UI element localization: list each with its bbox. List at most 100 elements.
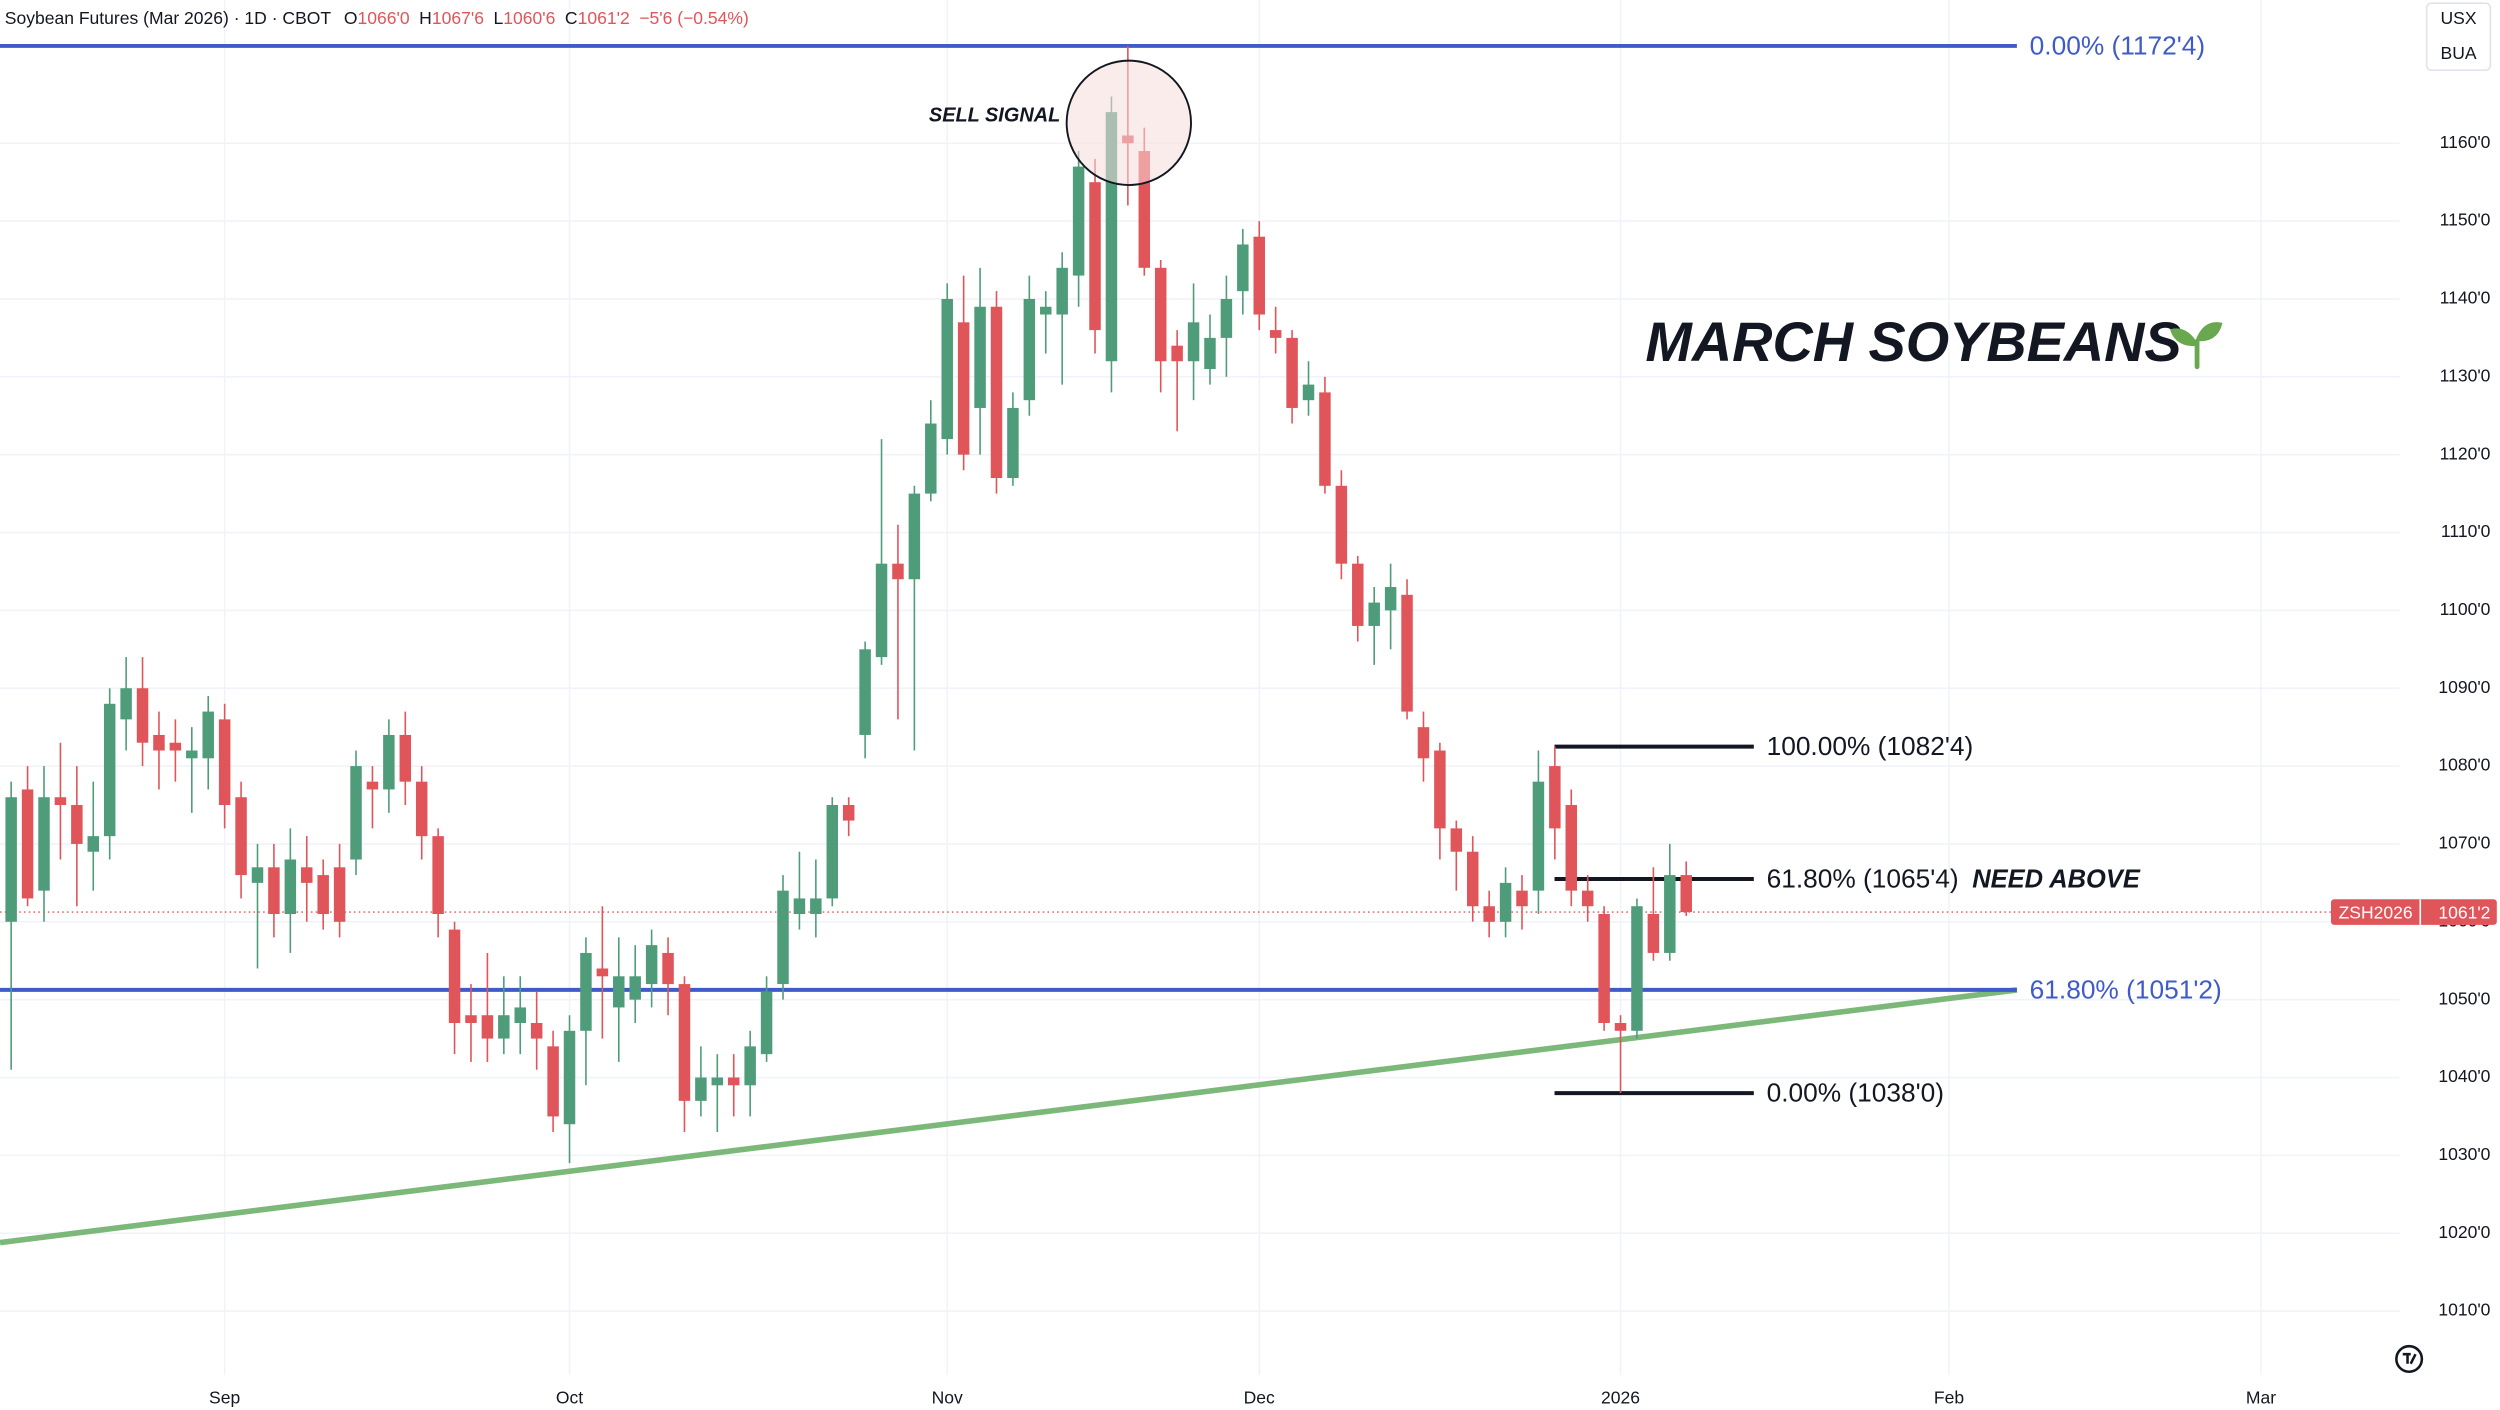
candle [415, 766, 428, 860]
unit-box[interactable] [2425, 2, 2492, 71]
candle-body [1466, 851, 1479, 907]
field-key: O [344, 8, 358, 28]
y-tick-label: 1020'0 [2438, 1222, 2490, 1242]
x-tick-label: Sep [209, 1387, 240, 1407]
y-tick-label: 1030'0 [2438, 1144, 2490, 1164]
candle [892, 524, 904, 720]
level-label: 0.00% (1172'4) [2030, 30, 2206, 60]
candle [1466, 836, 1479, 922]
candle-body [859, 649, 871, 735]
field-value: 1067'6 [432, 8, 484, 28]
candle-body [87, 836, 100, 852]
need-above: NEED ABOVE [1972, 865, 2141, 893]
price-tag-value: 1061'2 [2438, 902, 2490, 922]
candle-body [1680, 875, 1692, 913]
candle-body [1302, 384, 1315, 401]
candle [153, 711, 165, 790]
candle-body [678, 984, 691, 1101]
x-tick-label: Nov [932, 1387, 963, 1407]
candle-body [1417, 727, 1430, 759]
candle-body [169, 742, 182, 751]
candle-body [1368, 602, 1380, 626]
labels: 1010'01020'01030'01040'01050'01060'01070… [209, 30, 2497, 1407]
candle [317, 859, 329, 930]
candle-body [908, 493, 921, 580]
candle [990, 291, 1003, 494]
candle-body [218, 719, 231, 806]
field-key: C [565, 8, 578, 28]
candle-body [1154, 267, 1167, 362]
candle-body [366, 781, 379, 790]
candle-body [1319, 392, 1331, 486]
header-title: Soybean Futures (Mar 2026) · 1D · CBOT [5, 8, 332, 28]
field-key: L [494, 8, 504, 28]
candle [810, 859, 822, 938]
candle [333, 843, 346, 938]
y-tick-label: 1070'0 [2438, 833, 2490, 853]
candle [1565, 789, 1578, 907]
candle [54, 742, 67, 860]
candle [186, 727, 198, 813]
candle [235, 781, 247, 899]
candle [87, 781, 100, 891]
candle [1335, 470, 1348, 580]
candle-body [1581, 890, 1594, 907]
candle-body [21, 789, 34, 899]
candle [1532, 750, 1545, 915]
candle-body [613, 976, 625, 1008]
candle-body [1105, 112, 1118, 362]
candle-body [1631, 906, 1643, 1031]
field-value: 1061'2 [578, 8, 630, 28]
candle-body [514, 1007, 526, 1024]
drawings [0, 43, 2400, 1246]
candle [760, 976, 773, 1062]
candle [1089, 158, 1101, 354]
candle-body [1384, 587, 1397, 611]
candle-body [530, 1023, 543, 1039]
candle [1204, 314, 1216, 385]
candle [1384, 563, 1397, 650]
candle-body [1023, 298, 1036, 401]
candle [530, 991, 543, 1070]
sell-signal: SELL SIGNAL [929, 105, 1060, 127]
candle-body [563, 1030, 576, 1125]
candle-body [580, 952, 592, 1031]
candle [695, 1046, 707, 1117]
candle-body [1516, 890, 1528, 907]
candle [826, 797, 839, 907]
candle [974, 267, 986, 455]
candle-body [1204, 337, 1216, 370]
x-tick-label: Oct [556, 1387, 583, 1407]
y-tick-label: 1130'0 [2440, 365, 2491, 385]
candle [1253, 221, 1265, 331]
x-tick-label: Dec [1244, 1387, 1275, 1407]
candle [596, 906, 609, 1039]
candle-body [432, 836, 444, 915]
candle-body [1483, 906, 1495, 922]
candle [5, 781, 17, 1070]
candle [465, 984, 477, 1062]
fib-label: 0.00% (1038'0) [1767, 1078, 1944, 1108]
candle-body [744, 1046, 756, 1086]
candle [1286, 330, 1298, 424]
candle-body [662, 952, 674, 985]
candle-body [54, 797, 67, 806]
candle-body [711, 1077, 724, 1086]
logo[interactable] [2395, 1344, 2424, 1373]
candle-body [1187, 322, 1200, 362]
candle-body [1253, 236, 1265, 315]
candle-body [1040, 306, 1052, 315]
level-label: 61.80% (1051'2) [2030, 974, 2222, 1004]
candle [1187, 283, 1200, 401]
candle [1154, 260, 1167, 393]
candle-body [399, 734, 412, 782]
y-tick-label: 1100'0 [2440, 599, 2491, 619]
candle [1023, 275, 1036, 416]
candle [448, 921, 461, 1055]
candle [1302, 361, 1315, 416]
candle [366, 766, 379, 829]
fib-label: 100.00% (1082'4) [1767, 731, 1974, 761]
candle-body [498, 1015, 510, 1039]
